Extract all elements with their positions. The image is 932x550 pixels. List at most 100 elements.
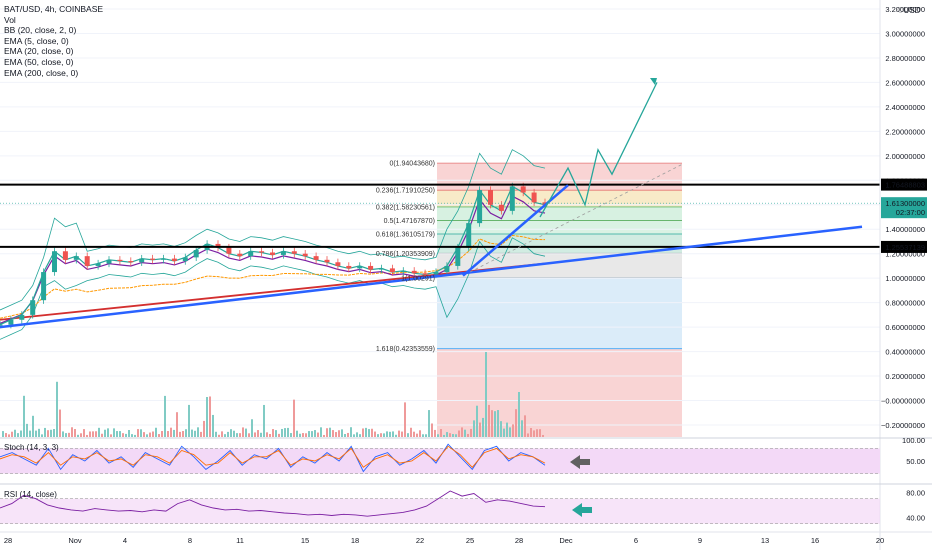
volume-bar xyxy=(170,427,172,437)
volume-bar xyxy=(80,433,82,437)
indicator-ema200[interactable]: EMA (200, close, 0) xyxy=(4,67,79,78)
price-tick-label: 2.40000000 xyxy=(885,103,925,112)
volume-bar xyxy=(368,429,370,437)
volume-bar xyxy=(521,420,523,437)
candle-body xyxy=(368,265,374,270)
stoch-pane[interactable]: Stoch (14, 3, 3) 100.00 50.00 xyxy=(0,436,932,474)
candle-body xyxy=(95,263,101,266)
volume-bar xyxy=(449,433,451,437)
volume-bar xyxy=(401,431,403,437)
volume-bar xyxy=(125,433,127,437)
candle-body xyxy=(215,243,221,248)
price-grid xyxy=(0,8,880,426)
fib-zone xyxy=(437,220,682,235)
volume-bar xyxy=(38,428,40,437)
user-drawings[interactable] xyxy=(0,78,880,329)
ema-200 xyxy=(0,262,546,321)
time-tick-label: 13 xyxy=(761,536,769,545)
volume-bar xyxy=(206,396,208,437)
volume-bar xyxy=(224,434,226,437)
volume-bar xyxy=(113,428,115,437)
volume-bar xyxy=(251,419,253,437)
chart-legend: BAT/USD, 4h, COINBASE Vol BB (20, close,… xyxy=(4,4,103,78)
candle-body xyxy=(128,261,134,263)
volume-bar xyxy=(494,411,496,437)
volume-bar xyxy=(299,433,301,437)
volume-bar xyxy=(377,434,379,437)
price-tick-label: 2.80000000 xyxy=(885,54,925,63)
indicator-ema50[interactable]: EMA (50, close, 0) xyxy=(4,56,74,67)
volume-bar xyxy=(518,392,520,437)
volume-bar xyxy=(404,402,406,437)
stoch-tick-label: 50.00 xyxy=(906,457,925,466)
volume-bar xyxy=(428,410,430,437)
volume-bar xyxy=(83,429,85,437)
volume-bar xyxy=(62,431,64,437)
volume-bar xyxy=(32,415,34,437)
symbol-line[interactable]: BAT/USD, 4h, COINBASE xyxy=(4,4,104,14)
candle-body xyxy=(73,256,79,260)
price-tick-label: −0.20000000 xyxy=(881,421,925,430)
volume-bar xyxy=(14,429,16,437)
currency-selector[interactable]: ◌USD xyxy=(897,4,920,16)
volume-bar xyxy=(89,431,91,437)
volume-bar xyxy=(359,434,361,437)
level-label: 1.76488803 xyxy=(885,181,925,190)
volume-bar xyxy=(26,423,28,437)
candle-body xyxy=(226,247,232,254)
candle-body xyxy=(509,186,515,211)
volume-bar xyxy=(146,434,148,437)
time-axis[interactable]: 28 Nov 4 8 11 15 18 22 25 28 Dec 6 9 13 16 20 xyxy=(0,531,932,545)
volume-bar xyxy=(434,429,436,437)
volume-bar xyxy=(488,404,490,437)
candle-body xyxy=(466,223,472,248)
volume-bar xyxy=(347,432,349,437)
volume-bar xyxy=(212,414,214,437)
fib-zone xyxy=(437,190,682,207)
volume-bar xyxy=(86,434,88,437)
indicator-vol[interactable]: Vol xyxy=(4,14,16,25)
volume-bar xyxy=(191,429,193,437)
candle-body xyxy=(455,247,461,266)
volume-bar xyxy=(440,429,442,437)
volume-bar xyxy=(485,352,487,437)
indicator-ema5[interactable]: EMA (5, close, 0) xyxy=(4,35,69,46)
volume-bar xyxy=(209,396,211,437)
volume-bar xyxy=(419,430,421,437)
candle-body xyxy=(182,257,188,262)
volume-bar xyxy=(29,430,31,437)
rsi-pane[interactable]: RSI (14, close) 80.00 40.00 xyxy=(0,483,932,525)
indicator-bb[interactable]: BB (20, close, 2, 0) xyxy=(4,25,77,36)
volume-bar xyxy=(218,434,220,437)
candle-body xyxy=(477,190,483,224)
indicator-ema20[interactable]: EMA (20, close, 0) xyxy=(4,46,74,57)
volume-bar xyxy=(98,427,100,437)
candle-body xyxy=(291,251,297,254)
candle-body xyxy=(444,265,450,273)
volume-bar xyxy=(260,432,262,437)
volume-bar xyxy=(266,432,268,437)
volume-bar xyxy=(236,433,238,437)
volume-bar xyxy=(263,404,265,437)
indicator-overlays xyxy=(0,149,546,340)
volume-bar xyxy=(524,415,526,437)
volume-bar xyxy=(17,433,19,437)
volume-bar xyxy=(527,433,529,437)
price-axis[interactable]: 3.20000000 3.00000000 2.80000000 2.60000000… xyxy=(879,0,925,550)
volume-bar xyxy=(470,428,472,437)
fib-level-label: 1.618(0.42353559) xyxy=(376,346,435,353)
volume-bar xyxy=(356,432,358,437)
volume-bar xyxy=(203,420,205,437)
candle-body xyxy=(280,251,286,255)
time-tick-label: 22 xyxy=(416,536,424,545)
price-tick-label: 0.80000000 xyxy=(885,299,925,308)
fib-zone xyxy=(437,277,682,349)
volume-bar xyxy=(383,433,385,437)
volume-bar xyxy=(287,427,289,437)
volume-bar xyxy=(137,429,139,437)
volume-bar xyxy=(245,428,247,437)
volume-bar xyxy=(5,433,7,437)
volume-bar xyxy=(47,430,49,437)
